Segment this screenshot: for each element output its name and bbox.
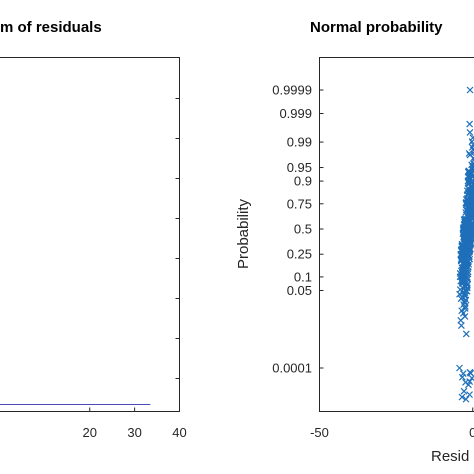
right-chart-y-label: Probability: [235, 198, 252, 269]
right-marker-0: [456, 364, 463, 372]
right-marker-410: [465, 149, 473, 157]
right-tail-marker-1: [460, 387, 468, 395]
right-y-tick-label-3: 0.95: [287, 160, 312, 175]
right-y-tick-label-9: 0.05: [287, 283, 312, 298]
right-y-tick-label-0: 0.9999: [272, 83, 312, 98]
left-chart-x-ticks: 20 30 40: [83, 407, 187, 440]
right-chart-x-ticks: -50 0: [310, 407, 474, 440]
right-chart-y-ticks: 0.9999 0.999 0.99 0.950.9 0.75 0.5 0.25 0.10.05…: [272, 83, 324, 376]
right-chart-axes-box: [319, 57, 474, 412]
right-tail-marker-10: [458, 373, 466, 381]
right-y-tick-label-10: 0.0001: [272, 361, 312, 376]
right-marker-413: [468, 143, 474, 151]
right-chart-x-label: Resid: [431, 448, 469, 465]
right-chart-markers: [456, 86, 474, 403]
right-y-tick-label-5: 0.75: [287, 196, 312, 211]
right-tail-marker-6: [462, 395, 470, 403]
right-tail-marker-9: [465, 381, 472, 389]
right-y-tick-label-8: 0.1: [294, 269, 312, 284]
right-marker-411: [471, 148, 474, 156]
left-chart-title: m of residuals: [0, 19, 102, 36]
right-marker-416: [469, 134, 474, 142]
right-y-tick-label-1: 0.999: [279, 106, 312, 121]
right-chart: Normal probability 0.99990.9990.990.950.…: [235, 19, 474, 465]
right-y-tick-label-7: 0.25: [287, 247, 312, 262]
right-marker-408: [471, 153, 474, 161]
left-chart-y-ticks: [175, 98, 180, 379]
right-marker-1: [462, 330, 470, 338]
right-marker-418: [466, 120, 474, 128]
right-y-tick-label-4: 0.9: [294, 174, 312, 189]
right-x-tick-label-0: -50: [310, 425, 329, 440]
right-y-tick-label-2: 0.99: [287, 135, 312, 150]
right-marker-419: [466, 86, 474, 94]
left-x-tick-label-0: 20: [83, 425, 97, 440]
left-x-tick-label-1: 30: [127, 425, 141, 440]
right-y-tick-label-6: 0.5: [294, 222, 312, 237]
right-marker-7: [461, 304, 469, 312]
right-tail-marker-7: [466, 368, 474, 376]
left-chart-axes-box: [0, 57, 180, 412]
right-x-tick-label-1: 0: [469, 425, 474, 440]
right-marker-417: [466, 128, 474, 136]
right-tail-marker-11: [466, 391, 473, 399]
right-tail-marker-3: [458, 393, 466, 401]
left-x-tick-label-2: 40: [172, 425, 186, 440]
left-chart: m of residuals 20 30 40: [0, 19, 187, 440]
right-chart-title: Normal probability: [310, 19, 443, 36]
